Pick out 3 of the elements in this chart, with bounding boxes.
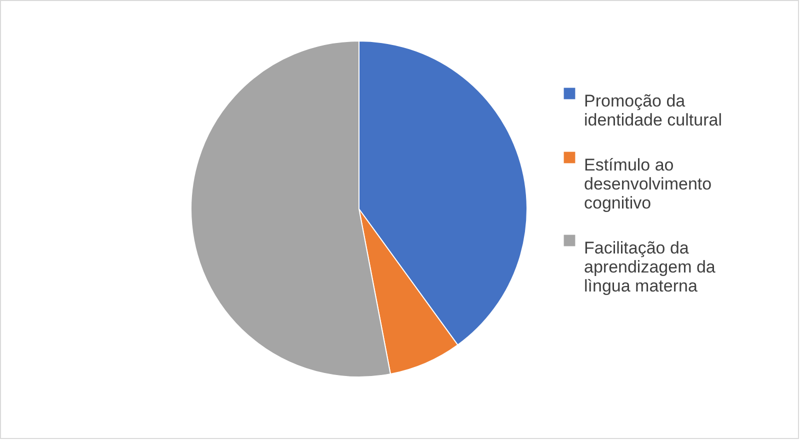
legend-label: Facilitação da aprendizagem da lìngua materna [584, 238, 716, 296]
legend-label: Estímulo ao desenvolvimento cognitivo [584, 156, 712, 212]
legend-label: Promoção da identidade cultural [584, 92, 722, 130]
